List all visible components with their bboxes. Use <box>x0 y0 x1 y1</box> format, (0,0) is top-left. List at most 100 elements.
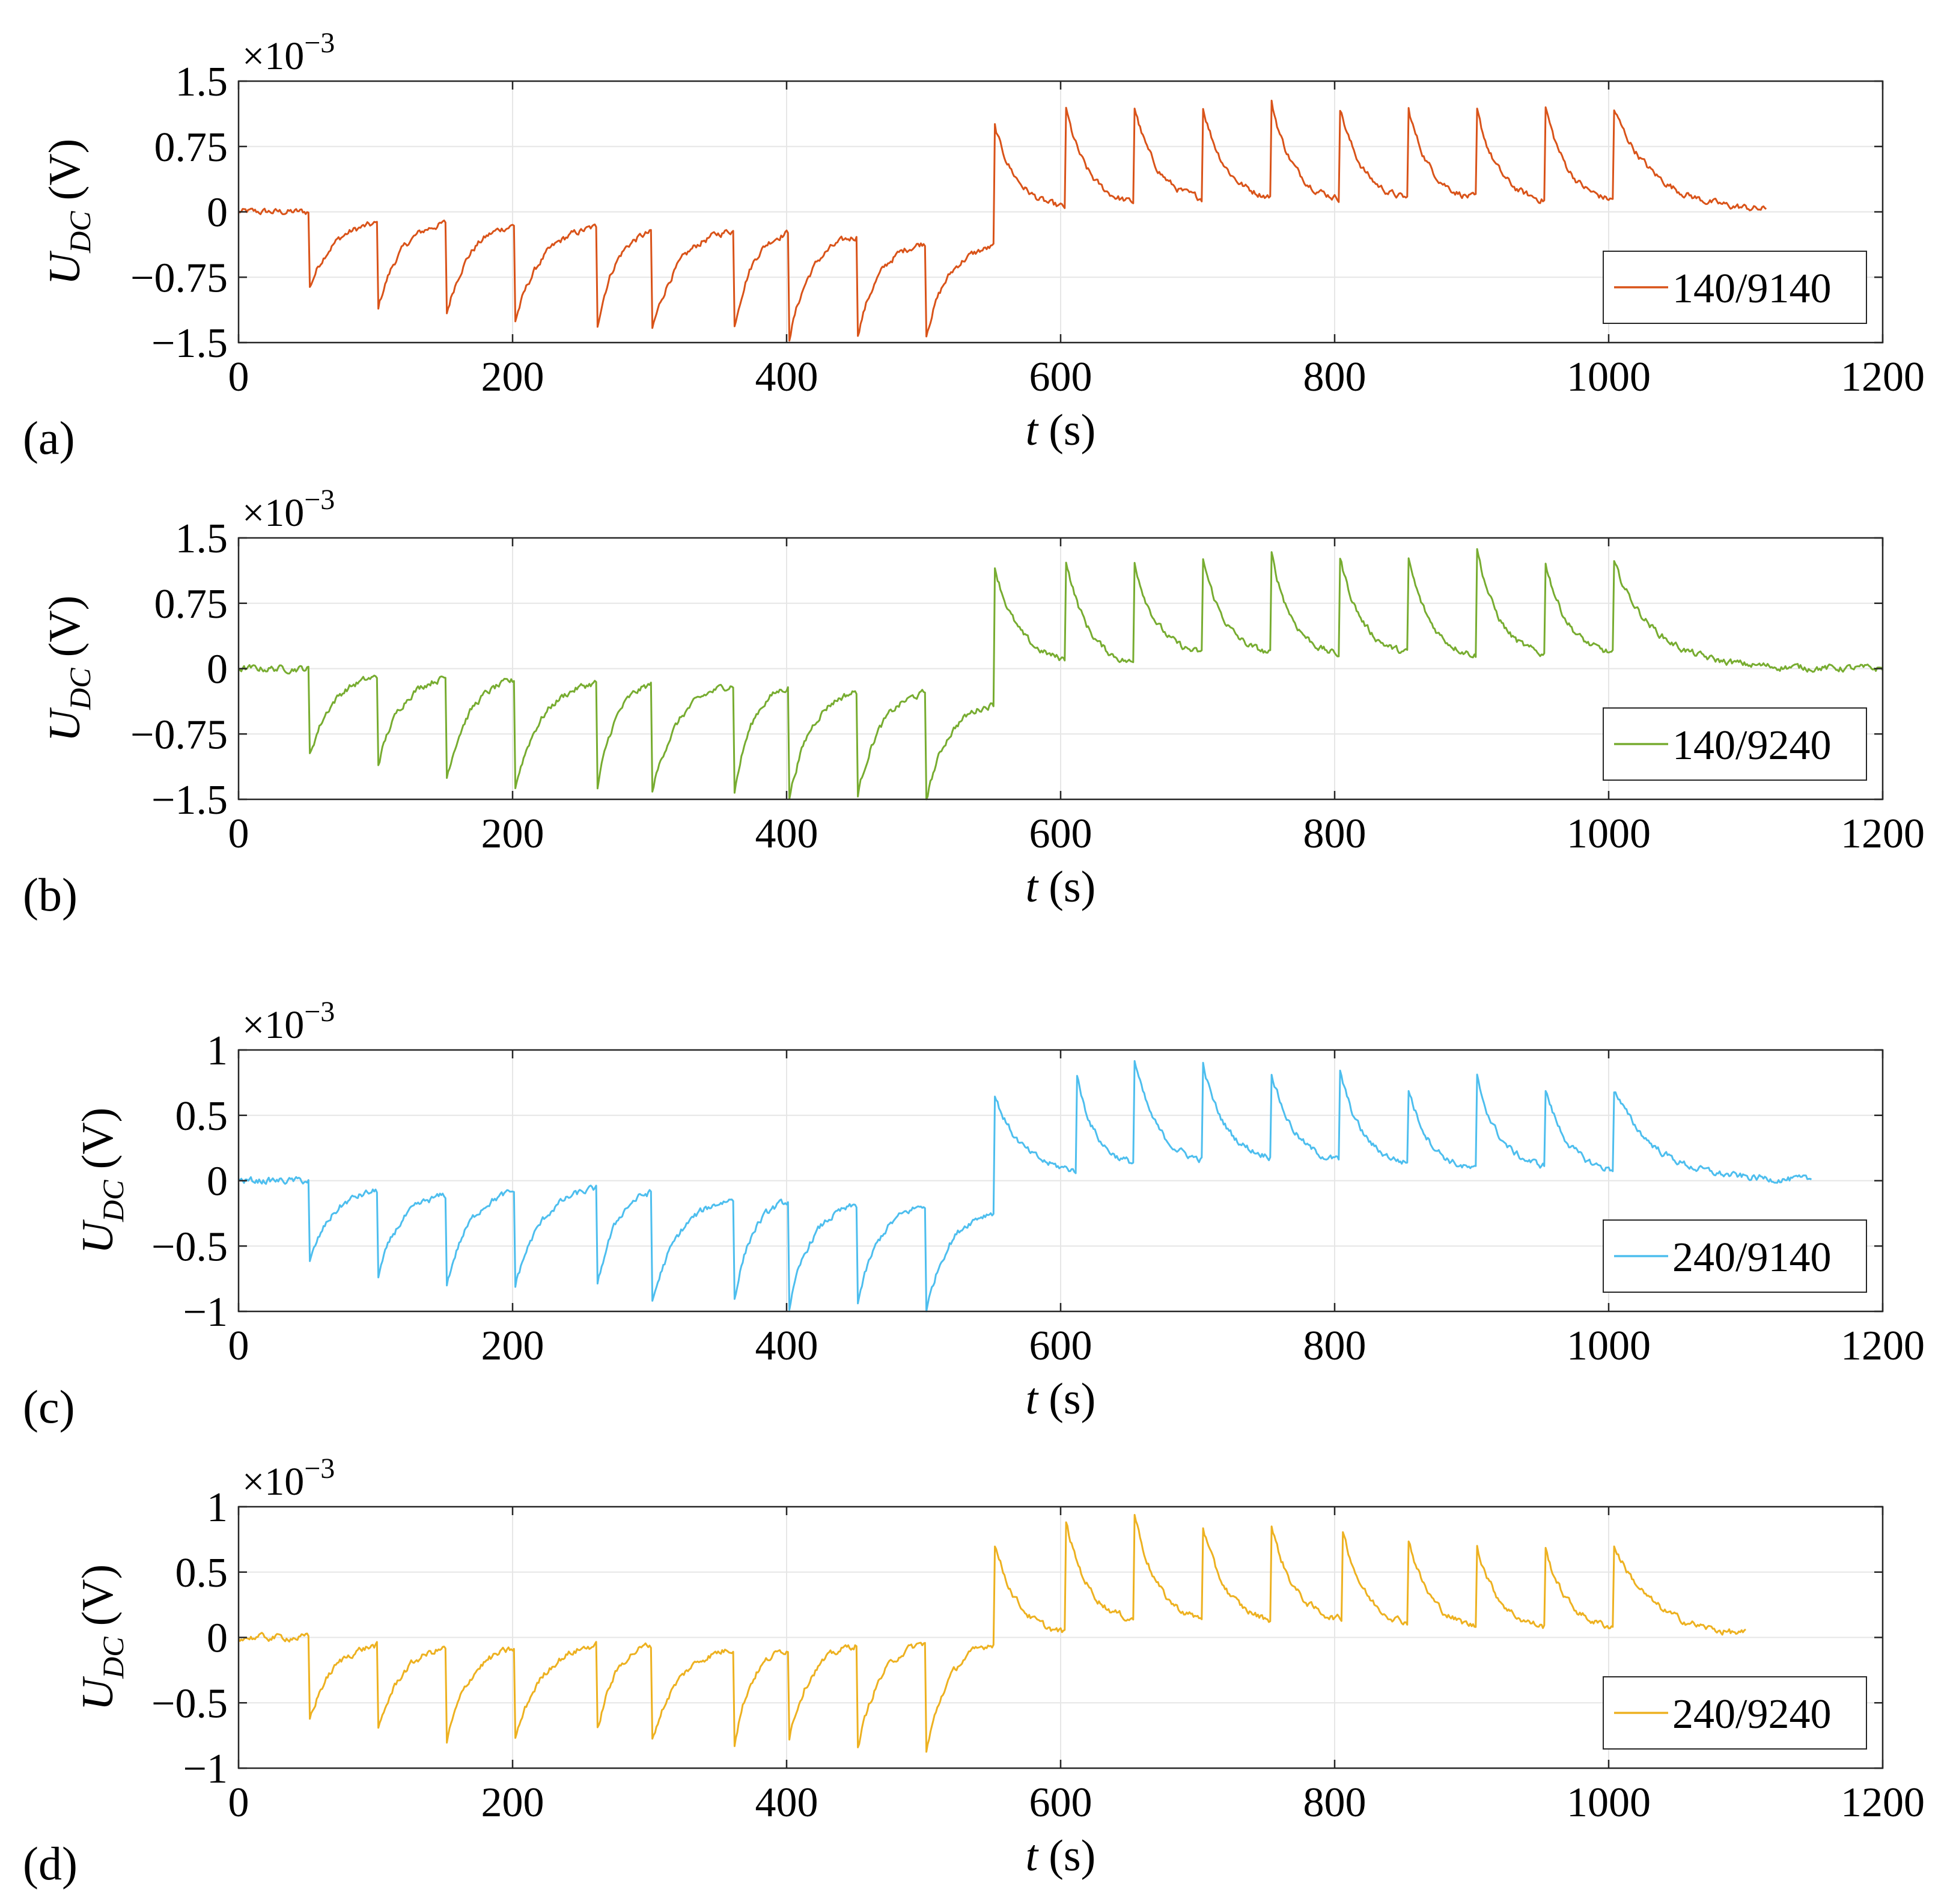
y-tick-label: 0 <box>207 1159 228 1205</box>
chart-panel-1: 0 200 400 600 800 1000 1200 −1.5 −0.75 0 0.75 1.5 ×1… <box>23 27 1925 464</box>
x-tick-label: 1200 <box>1841 1780 1925 1826</box>
series-line-240-9240 <box>237 1514 1746 1753</box>
x-axis-label: t (s) <box>1026 862 1096 912</box>
y-tick-label: −0.5 <box>151 1680 228 1727</box>
x-axis-unit: (s) <box>1049 406 1095 455</box>
legend: 140/9140 <box>1603 251 1867 324</box>
legend-label: 240/9140 <box>1672 1234 1831 1281</box>
y-multiplier: ×10−3 <box>242 27 335 78</box>
chart-panel-2: 0 200 400 600 800 1000 1200 −1.5 −0.75 0 0.75 1.5 ×1… <box>23 484 1925 921</box>
x-axis-unit: (s) <box>1049 1831 1095 1881</box>
x-tick-label: 600 <box>1029 354 1092 400</box>
y-axis-label: UDC (V) <box>40 139 97 285</box>
y-tick-label: 0 <box>207 190 228 236</box>
x-tick-label: 400 <box>755 1323 818 1369</box>
x-tick-label: 200 <box>481 1323 544 1369</box>
y-tick-label: −0.75 <box>130 712 228 758</box>
y-tick-label: −1.5 <box>151 777 228 823</box>
y-multiplier-exponent: −3 <box>304 27 335 59</box>
x-axis-label: t (s) <box>1026 406 1096 455</box>
y-tick-label: 1.5 <box>175 59 228 105</box>
x-ticks: 0 200 400 600 800 1000 1200 <box>228 1050 1925 1369</box>
y-tick-label: −0.75 <box>130 255 228 301</box>
x-tick-label: 0 <box>228 1780 249 1826</box>
x-tick-label: 400 <box>755 354 818 400</box>
y-axis-unit: (V) <box>73 1564 123 1626</box>
legend-label: 240/9240 <box>1672 1691 1831 1738</box>
x-tick-label: 800 <box>1303 811 1366 857</box>
y-tick-label: 0.75 <box>154 581 228 627</box>
x-tick-label: 1000 <box>1567 354 1651 400</box>
x-ticks: 0 200 400 600 800 1000 1200 <box>228 538 1925 857</box>
series-line-140-9140 <box>237 99 1767 342</box>
x-axis-var: t <box>1026 1375 1040 1424</box>
y-multiplier: ×10−3 <box>242 484 335 535</box>
y-multiplier-base: ×10 <box>242 34 304 78</box>
x-tick-label: 1000 <box>1567 1780 1651 1826</box>
x-ticks: 0 200 400 600 800 1000 1200 <box>228 1507 1925 1826</box>
x-axis-unit: (s) <box>1049 1375 1095 1424</box>
y-tick-label: −0.5 <box>151 1224 228 1270</box>
y-tick-label: −1 <box>183 1746 228 1792</box>
x-tick-label: 400 <box>755 1780 818 1826</box>
series-line-240-9140 <box>238 1060 1812 1313</box>
y-axis-unit: (V) <box>40 596 90 658</box>
x-tick-label: 600 <box>1029 1780 1092 1826</box>
y-multiplier-base: ×10 <box>242 491 304 535</box>
panel-label: (c) <box>23 1381 75 1433</box>
y-axis-unit: (V) <box>40 139 90 201</box>
y-axis-var: U <box>73 1676 123 1710</box>
legend-label: 140/9140 <box>1672 266 1831 312</box>
x-tick-label: 200 <box>481 1780 544 1826</box>
y-axis-sub: DC <box>96 1180 130 1222</box>
y-axis-label: UDC (V) <box>40 596 97 742</box>
y-axis-var: U <box>73 1219 123 1254</box>
x-axis-label: t (s) <box>1026 1831 1096 1881</box>
x-tick-label: 1000 <box>1567 811 1651 857</box>
y-tick-label: 0 <box>207 647 228 693</box>
x-tick-label: 1200 <box>1841 354 1925 400</box>
y-tick-label: 1 <box>207 1484 228 1531</box>
y-ticks: −1 −0.5 0 0.5 1 <box>151 1028 1883 1335</box>
y-multiplier-exponent: −3 <box>304 484 335 516</box>
x-axis-var: t <box>1026 862 1040 912</box>
chart-panel-4: 0 200 400 600 800 1000 1200 −1 −0.5 0 0.5 1 ×10−3 t (s… <box>23 1453 1925 1890</box>
panel-label: (d) <box>23 1837 78 1890</box>
y-ticks: −1 −0.5 0 0.5 1 <box>151 1484 1883 1792</box>
legend: 140/9240 <box>1603 707 1867 781</box>
legend: 240/9140 <box>1603 1219 1867 1293</box>
legend: 240/9240 <box>1603 1676 1867 1750</box>
panel-label: (a) <box>23 412 75 464</box>
y-axis-label: UDC (V) <box>73 1564 130 1711</box>
x-axis-label: t (s) <box>1026 1375 1096 1424</box>
y-tick-label: 0.5 <box>175 1550 228 1596</box>
x-tick-label: 200 <box>481 354 544 400</box>
y-multiplier: ×10−3 <box>242 996 335 1047</box>
x-tick-label: 800 <box>1303 354 1366 400</box>
y-tick-label: 0.75 <box>154 124 228 171</box>
x-tick-label: 0 <box>228 354 249 400</box>
x-axis-var: t <box>1026 1831 1040 1881</box>
panel-label: (b) <box>23 868 78 921</box>
y-multiplier-exponent: −3 <box>304 996 335 1028</box>
y-multiplier: ×10−3 <box>242 1453 335 1504</box>
x-tick-label: 1200 <box>1841 1323 1925 1369</box>
y-axis-var: U <box>40 250 90 285</box>
y-multiplier-base: ×10 <box>242 1003 304 1047</box>
x-axis-unit: (s) <box>1049 862 1095 912</box>
y-axis-sub: DC <box>63 668 97 710</box>
y-tick-label: −1 <box>183 1289 228 1335</box>
y-ticks: −1.5 −0.75 0 0.75 1.5 <box>130 516 1883 823</box>
legend-label: 140/9240 <box>1672 722 1831 769</box>
x-tick-label: 0 <box>228 811 249 857</box>
x-tick-label: 600 <box>1029 1323 1092 1369</box>
x-tick-label: 200 <box>481 811 544 857</box>
x-tick-label: 1000 <box>1567 1323 1651 1369</box>
x-axis-var: t <box>1026 406 1040 455</box>
y-tick-label: 0 <box>207 1616 228 1662</box>
y-axis-sub: DC <box>63 211 97 254</box>
y-tick-label: 1.5 <box>175 516 228 562</box>
y-tick-label: 1 <box>207 1028 228 1074</box>
y-multiplier-exponent: −3 <box>304 1453 335 1484</box>
